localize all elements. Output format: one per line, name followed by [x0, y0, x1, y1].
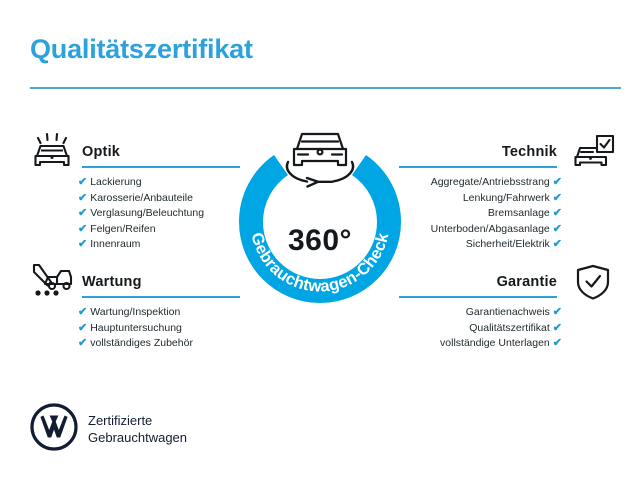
shield-check-icon [570, 262, 616, 302]
badge-ring-right-arm [352, 155, 402, 222]
list-item: Aggregate/Antriebsstrang ✔ [431, 175, 562, 191]
check-icon: ✔ [552, 207, 562, 219]
lockup-text: Zertifizierte Gebrauchtwagen [88, 412, 187, 446]
section-title-wartung: Wartung [82, 274, 142, 290]
check-icon: ✔ [552, 191, 562, 204]
badge-360-gebrauchtwagen-check: Gebrauchtwagen-Check [222, 122, 418, 322]
check-icon: ✔ [552, 176, 562, 188]
list-item-label: Lackierung [90, 176, 142, 188]
list-item-label: vollständiges Zubehör [90, 337, 193, 349]
list-item: ✔ Wartung/Inspektion [78, 305, 193, 321]
section-title-garantie: Garantie [496, 274, 557, 290]
checklist-garantie: Garantienachweis ✔ Qualitätszertifikat ✔ v… [440, 305, 562, 352]
list-item-label: Hauptuntersuchung [90, 321, 182, 334]
list-item-label: Bremsanlage [487, 207, 550, 219]
list-item: Lenkung/Fahrwerk ✔ [431, 191, 562, 207]
check-icon: ✔ [78, 176, 88, 188]
check-icon: ✔ [78, 222, 88, 235]
check-icon: ✔ [78, 191, 88, 204]
checklist-wartung: ✔ Wartung/Inspektion ✔ Hauptuntersuchung ✔… [78, 305, 193, 352]
section-optik: Optik ✔ Lackierung ✔ Karosserie/Anbauteile… [0, 132, 320, 252]
list-item-label: Sicherheit/Elektrik [465, 238, 550, 250]
section-rule-technik [399, 166, 557, 168]
section-wartung: Wartung ✔ Wartung/Inspektion ✔ Hauptunters… [0, 262, 320, 372]
section-title-technik: Technik [501, 144, 557, 160]
list-item-label: Wartung/Inspektion [90, 306, 181, 318]
badge-ring [239, 222, 401, 303]
list-item: ✔ Felgen/Reifen [78, 222, 204, 238]
list-item-label: Qualitätszertifikat [469, 321, 550, 334]
list-item: ✔ Lackierung [78, 175, 204, 191]
check-icon: ✔ [78, 306, 88, 318]
badge-value: 360° [287, 224, 353, 257]
car-wrench-icon [29, 262, 75, 302]
list-item-label: Unterboden/Abgasanlage [430, 222, 550, 235]
list-item: Bremsanlage ✔ [431, 206, 562, 222]
list-item-label: Aggregate/Antriebsstrang [430, 176, 550, 188]
checklist-technik: Aggregate/Antriebsstrang ✔ Lenkung/Fahrwe… [431, 175, 562, 253]
check-icon: ✔ [552, 321, 562, 334]
page-title: Qualitätszertifikat [30, 34, 253, 64]
car-shine-icon [29, 132, 75, 172]
list-item: ✔ Karosserie/Anbauteile [78, 191, 204, 207]
section-garantie: Garantie Garantienachweis ✔ Qualitätszert… [320, 262, 640, 372]
check-icon: ✔ [78, 238, 88, 250]
list-item-label: Karosserie/Anbauteile [90, 191, 193, 204]
list-item-label: Verglasung/Beleuchtung [90, 207, 205, 219]
vw-logo-icon [30, 403, 78, 451]
list-item: Sicherheit/Elektrik ✔ [431, 237, 562, 253]
list-item: Qualitätszertifikat ✔ [440, 321, 562, 337]
check-icon: ✔ [552, 306, 562, 318]
lockup-line-1: Zertifizierte [88, 413, 153, 428]
list-item-label: vollständige Unterlagen [440, 337, 550, 349]
check-icon: ✔ [552, 222, 562, 235]
list-item: ✔ Innenraum [78, 237, 204, 253]
car-rotation-icon [285, 132, 355, 188]
section-rule-optik [82, 166, 240, 168]
checklist-optik: ✔ Lackierung ✔ Karosserie/Anbauteile ✔ Verg… [78, 175, 204, 253]
badge-ring-left-arm [238, 155, 288, 222]
list-item: Garantienachweis ✔ [440, 305, 562, 321]
vw-certified-lockup: Zertifizierte Gebrauchtwagen [30, 403, 290, 458]
section-title-optik: Optik [82, 144, 121, 160]
section-rule-garantie [399, 296, 557, 298]
check-icon: ✔ [78, 321, 88, 334]
car-checkbox-icon [570, 132, 616, 172]
check-icon: ✔ [552, 238, 562, 250]
list-item: ✔ Hauptuntersuchung [78, 321, 193, 337]
list-item-label: Innenraum [90, 238, 141, 250]
check-icon: ✔ [552, 337, 562, 349]
list-item-label: Felgen/Reifen [90, 222, 156, 235]
list-item-label: Lenkung/Fahrwerk [462, 191, 550, 204]
list-item: vollständige Unterlagen ✔ [440, 336, 562, 352]
lockup-line-2: Gebrauchtwagen [88, 430, 188, 445]
list-item: ✔ Verglasung/Beleuchtung [78, 206, 204, 222]
list-item: ✔ vollständiges Zubehör [78, 336, 193, 352]
title-divider [30, 87, 621, 89]
check-icon: ✔ [78, 337, 88, 349]
list-item-label: Garantienachweis [465, 306, 550, 318]
section-rule-wartung [82, 296, 240, 298]
list-item: Unterboden/Abgasanlage ✔ [431, 222, 562, 238]
section-technik: Technik Aggregate/Antriebsstrang ✔ Lenkun… [320, 132, 640, 252]
check-icon: ✔ [78, 207, 88, 219]
